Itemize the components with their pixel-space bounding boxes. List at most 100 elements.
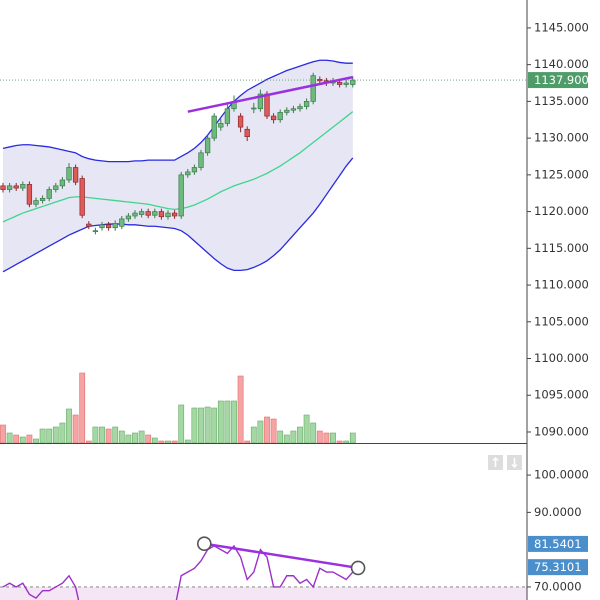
candle-body bbox=[185, 171, 191, 176]
volume-bar bbox=[310, 422, 317, 443]
y-tick-label: 1125.000 bbox=[534, 167, 589, 181]
y-tick-label: 1110.000 bbox=[534, 278, 589, 292]
candle-body bbox=[112, 222, 118, 229]
candle-body bbox=[39, 198, 46, 201]
indicator-zone bbox=[0, 586, 527, 600]
candle-body bbox=[211, 115, 217, 139]
volume-bar bbox=[343, 440, 350, 443]
volume-bar bbox=[132, 432, 138, 443]
volume-bar bbox=[184, 439, 191, 443]
volume-bar bbox=[323, 432, 330, 443]
volume-bar bbox=[72, 414, 79, 443]
volume-bar bbox=[336, 440, 343, 443]
volume-bar bbox=[204, 406, 211, 443]
candle-body bbox=[277, 112, 283, 121]
trendline bbox=[187, 75, 354, 113]
volume-bar bbox=[250, 426, 257, 443]
volume-bar bbox=[165, 440, 171, 443]
volume-bar bbox=[59, 422, 66, 443]
candle-body bbox=[59, 179, 66, 187]
candle-body bbox=[46, 189, 52, 199]
volume-bar bbox=[118, 430, 125, 443]
panel-buttons[interactable] bbox=[488, 455, 522, 470]
volume-bar bbox=[99, 426, 105, 443]
volume-bar bbox=[283, 434, 290, 443]
volume-bar bbox=[349, 432, 356, 443]
volume-bar bbox=[330, 432, 336, 443]
y-tick-label: 1095.000 bbox=[534, 388, 589, 402]
volume-bar bbox=[26, 434, 33, 443]
indicator-marker-box bbox=[528, 559, 588, 576]
candle-body bbox=[125, 215, 132, 220]
candle-body bbox=[198, 152, 204, 168]
candle-body bbox=[290, 108, 297, 111]
volume-bar bbox=[13, 434, 20, 443]
candle-body bbox=[251, 107, 257, 110]
candle-body bbox=[158, 211, 165, 218]
candle-body bbox=[79, 178, 85, 216]
candle-body bbox=[224, 108, 231, 124]
volume-bar bbox=[264, 416, 270, 443]
volume-bar bbox=[198, 407, 204, 443]
y-tick-label: 1120.000 bbox=[534, 204, 589, 218]
y-tick-label: 90.0000 bbox=[534, 505, 582, 519]
indicator-marker-label: 81.5401 bbox=[534, 537, 582, 551]
candle-body bbox=[138, 211, 145, 215]
volume-bar bbox=[151, 437, 158, 443]
candle-body bbox=[132, 212, 138, 217]
candle-body bbox=[336, 81, 343, 85]
volume-bar bbox=[112, 426, 119, 443]
indicator-panel bbox=[0, 536, 527, 600]
candle-body bbox=[0, 185, 6, 190]
volume-bar bbox=[270, 418, 277, 443]
volume-bar bbox=[158, 440, 165, 443]
volume-bar bbox=[79, 372, 86, 443]
candle-body bbox=[165, 212, 171, 218]
volume-bar bbox=[191, 407, 198, 443]
volume-bar bbox=[145, 434, 152, 443]
candle-body bbox=[270, 115, 277, 121]
candle-body bbox=[53, 185, 59, 190]
candle-body bbox=[92, 230, 99, 233]
candle-body bbox=[86, 223, 92, 227]
y-tick-label: 1130.000 bbox=[534, 131, 589, 145]
candle-body bbox=[244, 128, 250, 137]
volume-bar bbox=[231, 400, 237, 443]
candle-body bbox=[152, 211, 158, 216]
volume-bar bbox=[92, 426, 99, 443]
trendline-handle bbox=[350, 560, 366, 576]
y-tick-label: 1105.000 bbox=[534, 314, 589, 328]
volume-bar bbox=[52, 426, 59, 443]
candle-body bbox=[350, 79, 356, 85]
y-tick-label: 1140.000 bbox=[534, 57, 589, 71]
indicator-marker-box bbox=[528, 535, 588, 552]
volume-bar bbox=[257, 420, 264, 443]
candle-body bbox=[66, 167, 72, 181]
candle-body bbox=[105, 224, 112, 229]
down-icon bbox=[511, 458, 518, 469]
y-tick-label: 70.0000 bbox=[534, 579, 582, 593]
volume-bar bbox=[85, 440, 92, 443]
volume-bar bbox=[237, 375, 244, 443]
candle-body bbox=[264, 93, 270, 117]
candle-body bbox=[310, 75, 316, 102]
volume-bar bbox=[66, 408, 72, 443]
y-tick-label: 100.0000 bbox=[534, 468, 589, 482]
last-price-box bbox=[528, 72, 588, 89]
candle-body bbox=[6, 185, 13, 190]
candle-body bbox=[13, 185, 19, 189]
candle-body bbox=[237, 115, 244, 128]
band-fill bbox=[3, 60, 353, 272]
candle-body bbox=[145, 211, 151, 216]
candle-body bbox=[171, 212, 178, 217]
candle-body bbox=[297, 106, 303, 110]
volume-bar bbox=[46, 428, 53, 443]
volume-bar bbox=[33, 438, 39, 443]
volume-bar bbox=[244, 440, 251, 443]
candle-body bbox=[191, 167, 198, 173]
volume-bar bbox=[211, 407, 218, 443]
last-price-label: 1137.900 bbox=[534, 73, 589, 87]
volume-bar bbox=[297, 426, 303, 443]
candle-body bbox=[257, 93, 264, 110]
